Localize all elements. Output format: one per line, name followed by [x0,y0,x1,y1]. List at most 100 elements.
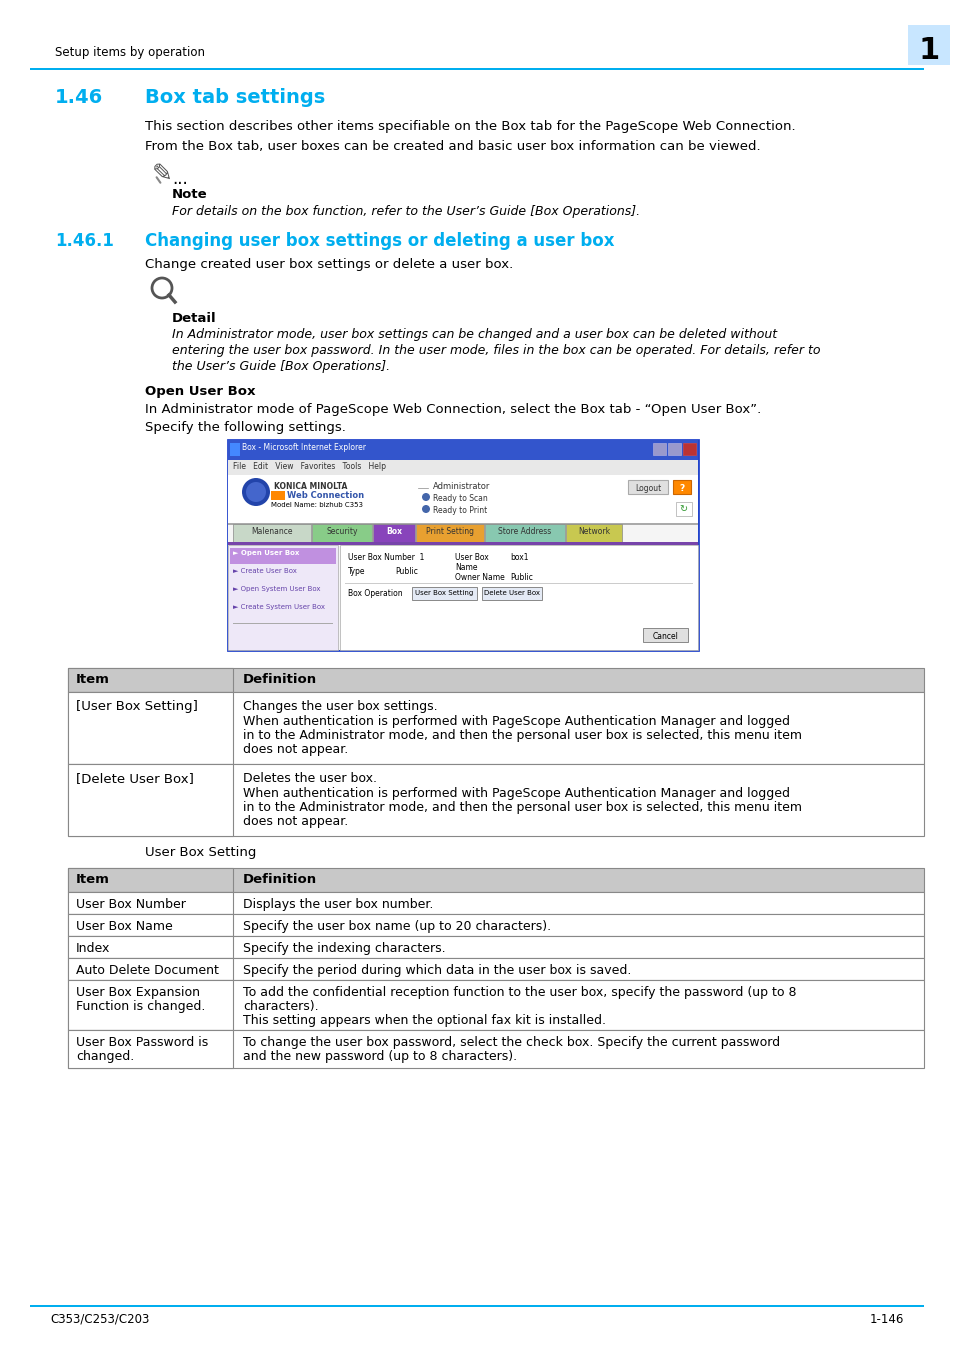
Bar [68,936,233,958]
Bar [228,440,698,460]
Text: Store Address: Store Address [497,526,551,536]
Text: Index: Index [76,942,111,954]
Text: [Delete User Box]: [Delete User Box] [76,772,193,784]
Bar [416,524,483,541]
Text: Name: Name [455,563,477,572]
Text: in to the Administrator mode, and then the personal user box is selected, this m: in to the Administrator mode, and then t… [243,729,801,742]
Text: KONICA MINOLTA: KONICA MINOLTA [274,482,347,491]
Text: ?: ? [679,485,684,493]
Bar [68,1030,233,1068]
Text: Model Name: bizhub C353: Model Name: bizhub C353 [271,502,363,508]
Text: ✎: ✎ [152,162,172,186]
Text: When authentication is performed with PageScope Authentication Manager and logge: When authentication is performed with Pa… [243,714,789,728]
Text: User Box Password is: User Box Password is [76,1035,208,1049]
Bar [312,524,372,541]
Text: User Box Number  1: User Box Number 1 [348,554,424,562]
Bar [68,980,233,1030]
Text: Definition: Definition [243,873,316,886]
Bar [228,522,698,525]
Text: in to the Administrator mode, and then the personal user box is selected, this m: in to the Administrator mode, and then t… [243,801,801,814]
Bar [68,892,233,914]
Bar [68,868,923,892]
Bar [68,693,233,764]
Text: Box tab settings: Box tab settings [145,88,325,107]
Text: 1: 1 [918,36,939,65]
Bar [672,481,690,494]
Text: Cancel: Cancel [653,632,679,641]
Text: Note: Note [172,188,208,201]
Bar [230,443,240,456]
Text: Specify the following settings.: Specify the following settings. [145,421,346,433]
Text: 1.46.1: 1.46.1 [55,232,113,250]
Text: Change created user box settings or delete a user box.: Change created user box settings or dele… [145,258,513,271]
Bar [68,764,233,836]
Text: This section describes other items specifiable on the Box tab for the PageScope : This section describes other items speci… [145,120,795,134]
Text: Changes the user box settings.: Changes the user box settings. [243,701,437,713]
Text: does not appear.: does not appear. [243,744,348,756]
Text: entering the user box password. In the user mode, files in the box can be operat: entering the user box password. In the u… [172,344,820,356]
Bar [627,481,667,494]
Bar [68,693,923,764]
Text: Box - Microsoft Internet Explorer: Box - Microsoft Internet Explorer [242,443,366,452]
Bar [30,68,923,70]
Text: File   Edit   View   Favorites   Tools   Help: File Edit View Favorites Tools Help [233,462,386,471]
Bar [228,475,698,525]
Text: ► Create User Box: ► Create User Box [233,568,296,574]
Bar [68,936,923,958]
Bar [907,26,949,65]
Bar [228,440,698,649]
Text: Network: Network [578,526,609,536]
Bar [68,892,923,914]
Bar [339,545,698,649]
Text: Box: Box [386,526,401,536]
Text: [User Box Setting]: [User Box Setting] [76,701,197,713]
Text: This setting appears when the optional fax kit is installed.: This setting appears when the optional f… [243,1014,605,1027]
Bar [271,491,285,500]
Bar [68,914,923,936]
Text: Malenance: Malenance [251,526,293,536]
Text: 1.46: 1.46 [55,88,103,107]
Text: Security: Security [326,526,357,536]
Text: ► Open User Box: ► Open User Box [233,549,299,556]
Circle shape [246,482,266,502]
Text: ↻: ↻ [679,504,686,514]
Circle shape [421,505,430,513]
Text: Print Setting: Print Setting [426,526,474,536]
Text: and the new password (up to 8 characters).: and the new password (up to 8 characters… [243,1050,517,1062]
Text: Ready to Print: Ready to Print [433,506,487,514]
Text: the User’s Guide [Box Operations].: the User’s Guide [Box Operations]. [172,360,390,373]
Text: Logout: Logout [634,485,660,493]
Bar [565,524,621,541]
Bar [68,764,923,836]
Text: box1: box1 [510,554,528,562]
Circle shape [421,493,430,501]
Text: Displays the user box number.: Displays the user box number. [243,898,433,911]
Bar [481,587,541,599]
Bar [68,668,923,693]
Text: User Box Number: User Box Number [76,898,186,911]
Text: Delete User Box: Delete User Box [483,590,539,595]
Bar [682,443,696,455]
Text: C353/C253/C203: C353/C253/C203 [50,1314,150,1326]
Text: User Box Name: User Box Name [76,919,172,933]
Circle shape [242,478,270,506]
Text: Specify the period during which data in the user box is saved.: Specify the period during which data in … [243,964,631,977]
Text: Ready to Scan: Ready to Scan [433,494,487,504]
Text: To add the confidential reception function to the user box, specify the password: To add the confidential reception functi… [243,986,796,999]
Bar [228,545,337,649]
Text: does not appear.: does not appear. [243,815,348,829]
Bar [233,524,311,541]
Bar [228,460,698,475]
Text: Public: Public [395,567,417,576]
Bar [68,914,233,936]
Text: ► Open System User Box: ► Open System User Box [233,586,320,593]
Bar [652,443,665,455]
Bar [30,1305,923,1307]
Bar [68,958,923,980]
Text: Item: Item [76,873,110,886]
Text: Detail: Detail [172,312,216,325]
Text: Auto Delete Document: Auto Delete Document [76,964,218,977]
Text: ...: ... [172,170,188,188]
Text: Owner Name: Owner Name [455,572,504,582]
Text: Web Connection: Web Connection [287,491,364,500]
